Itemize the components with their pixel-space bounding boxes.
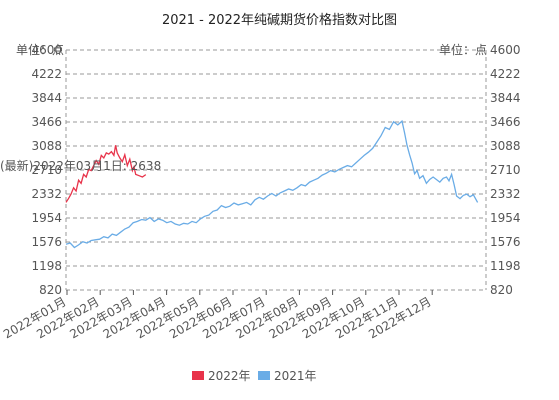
y-tick-label-right: 3466 (490, 115, 521, 129)
legend-swatch[interactable] (258, 371, 270, 380)
y-tick-label-right: 4600 (490, 43, 521, 57)
y-tick-label-left: 1198 (31, 259, 62, 273)
y-tick-label-right: 1198 (490, 259, 521, 273)
y-tick-label-left: 2710 (31, 163, 62, 177)
grid (65, 49, 487, 291)
y-axis-left: 4600 4222 3844 3466 3088 2710 2332 1954 1576 1198… (31, 43, 62, 297)
chart-title: 2021 - 2022年纯碱期货价格指数对比图 (162, 12, 397, 28)
legend: 2022年 2021年 (192, 369, 317, 383)
y-tick-label-left: 1954 (31, 211, 62, 225)
y-tick-label-right: 1954 (490, 211, 521, 225)
y-tick-label-left: 1576 (31, 235, 62, 249)
y-tick-label-left: 3088 (31, 139, 62, 153)
y-unit-left: 单位：点 (16, 42, 64, 57)
latest-value-annotation: (最新)2022年03月1日: 2638 (0, 158, 161, 173)
y-unit-right: 单位：点 (439, 42, 487, 57)
y-tick-label-right: 4222 (490, 67, 521, 81)
y-tick-label-right: 1576 (490, 235, 521, 249)
x-axis: 2022年01月2022年02月2022年03月2022年04月2022年05月… (1, 290, 434, 342)
legend-label[interactable]: 2021年 (274, 369, 317, 383)
y-tick-label-left: 2332 (31, 187, 62, 201)
y-tick-label-left: 4600 (31, 43, 62, 57)
legend-swatch[interactable] (192, 371, 204, 380)
legend-label[interactable]: 2022年 (208, 369, 251, 383)
y-tick-label-left: 3466 (31, 115, 62, 129)
y-tick-label-right: 3844 (490, 91, 521, 105)
y-tick-label-left: 3844 (31, 91, 62, 105)
y-tick-label-left: 820 (39, 283, 62, 297)
y-tick-label-right: 3088 (490, 139, 521, 153)
y-axis-right: 4600 4222 3844 3466 3088 2710 2332 1954 1576 1198… (490, 43, 521, 297)
y-tick-label-right: 2332 (490, 187, 521, 201)
y-tick-label-right: 2710 (490, 163, 521, 177)
y-tick-label-right: 820 (490, 283, 513, 297)
y-tick-label-left: 4222 (31, 67, 62, 81)
series-layer (65, 119, 479, 249)
series-line-2022年 (65, 145, 147, 203)
series-line-2021年 (65, 119, 479, 249)
